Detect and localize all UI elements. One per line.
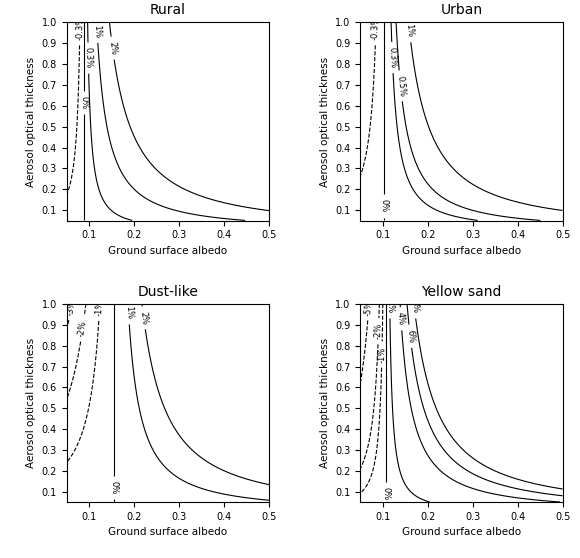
Title: Urban: Urban [440,3,483,17]
Text: -2%: -2% [77,320,88,338]
X-axis label: Ground surface albedo: Ground surface albedo [402,527,521,537]
X-axis label: Ground surface albedo: Ground surface albedo [108,527,227,537]
Y-axis label: Aerosol optical thickness: Aerosol optical thickness [26,56,36,186]
Text: 6%: 6% [405,329,415,343]
Text: 1%: 1% [404,23,415,38]
Text: -5%: -5% [364,299,374,316]
Text: -2%: -2% [374,323,383,339]
Y-axis label: Aerosol optical thickness: Aerosol optical thickness [26,338,36,468]
Text: 0.3%: 0.3% [84,47,93,69]
Text: 0%: 0% [79,96,88,109]
Text: 1%: 1% [124,306,133,320]
Text: -0.3%: -0.3% [75,16,85,41]
Text: 0%: 0% [110,481,118,494]
Y-axis label: Aerosol optical thickness: Aerosol optical thickness [320,56,329,186]
Text: 1%: 1% [92,25,102,38]
Text: -1%: -1% [95,300,104,316]
Text: 4%: 4% [396,312,406,326]
Y-axis label: Aerosol optical thickness: Aerosol optical thickness [320,338,329,468]
Text: 2%: 2% [107,41,118,55]
Text: 2%: 2% [139,311,149,325]
Text: 1%: 1% [385,300,394,314]
X-axis label: Ground surface albedo: Ground surface albedo [402,246,521,256]
Title: Rural: Rural [150,3,186,17]
Text: 0.3%: 0.3% [387,47,397,69]
Text: -3%: -3% [66,299,77,316]
Text: 0.5%: 0.5% [395,75,406,97]
Text: 0%: 0% [379,199,388,213]
Text: 0%: 0% [382,488,391,501]
Title: Yellow sand: Yellow sand [421,285,502,299]
Title: Dust-like: Dust-like [137,285,198,299]
Text: -0.3%: -0.3% [371,16,381,41]
Text: 8%: 8% [409,300,419,314]
Text: -1%: -1% [377,347,387,363]
X-axis label: Ground surface albedo: Ground surface albedo [108,246,227,256]
